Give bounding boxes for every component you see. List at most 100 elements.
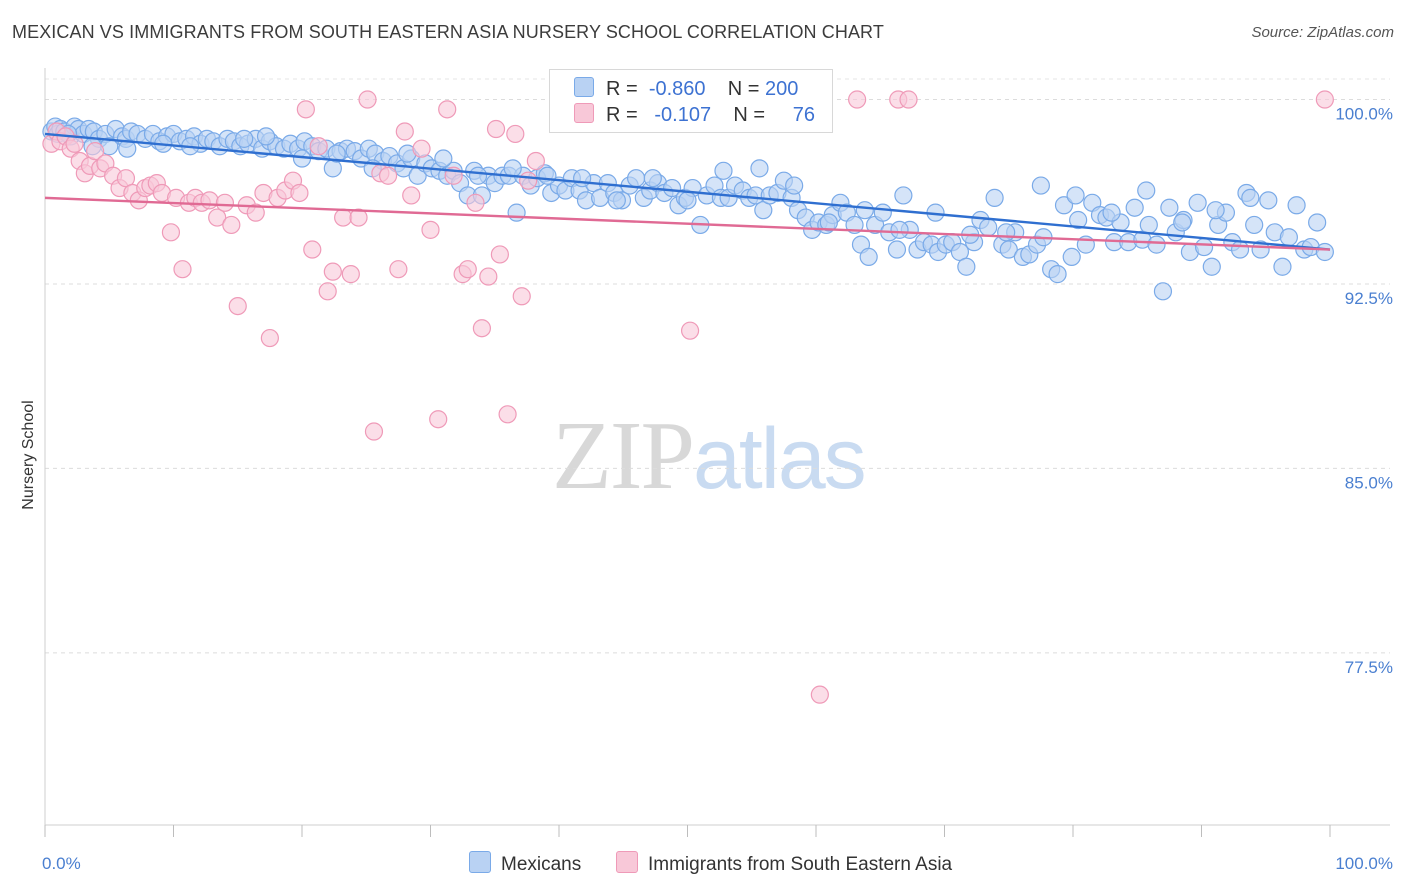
mexican-point (819, 213, 838, 232)
tick-labels: 77.5% 85.0% 92.5% 100.0% 0.0% 100.0% (42, 105, 1393, 873)
mexican-point (894, 186, 913, 205)
mexican-point (538, 166, 557, 185)
mexican-point (1206, 201, 1225, 220)
mexican-point (1147, 235, 1166, 254)
immigrant-point (389, 260, 408, 279)
mexican-point (1031, 176, 1050, 195)
mexican-point (1173, 213, 1192, 232)
mexican-point (1066, 186, 1085, 205)
immigrant-point (848, 90, 867, 109)
mexican-point (1259, 191, 1278, 210)
mexican-point (573, 169, 592, 188)
mexican-point (1251, 240, 1270, 259)
immigrant-point (519, 171, 538, 190)
stats-legend-immigrants: R = -0.107 N = 76 (574, 103, 815, 127)
immigrant-point (208, 208, 227, 227)
y-tick-label: 77.5% (1345, 658, 1393, 677)
n-value: 200 (765, 78, 799, 100)
mexican-point (1241, 188, 1260, 207)
immigrant-point (228, 296, 247, 316)
mexican-point (662, 178, 682, 198)
immigrants-swatch (574, 103, 594, 123)
legend-label-mexicans: Mexicans (501, 854, 582, 875)
watermark-zip: ZIP (552, 402, 695, 510)
mexican-point (859, 247, 878, 267)
mexican-point (1153, 282, 1173, 301)
mexican-point (235, 129, 254, 148)
mexican-point (785, 176, 804, 195)
mexican-point (750, 159, 769, 178)
mexican-point (1188, 193, 1207, 212)
legend-item-immigrants[interactable]: Immigrants from South Eastern Asia (616, 851, 952, 876)
mexican-point (256, 127, 276, 146)
axes (44, 68, 1390, 837)
mexican-point (1125, 198, 1144, 217)
mexican-point (979, 218, 998, 237)
mexican-point (507, 203, 526, 222)
mexican-point (1230, 240, 1250, 259)
immigrant-point (526, 151, 545, 171)
immigrant-point (161, 223, 181, 242)
mexican-point (1160, 198, 1179, 217)
immigrant-point (86, 142, 105, 161)
mexican-point (985, 188, 1004, 207)
immigrant-point (334, 208, 353, 227)
y-axis-label: Nursery School (20, 400, 37, 509)
immigrants-legend-swatch (616, 851, 638, 873)
immigrant-point (486, 119, 506, 139)
y-tick-label: 85.0% (1345, 473, 1393, 492)
immigrant-point (421, 220, 440, 239)
x-tick-label-start: 0.0% (42, 854, 81, 873)
stats-legend: R = -0.860 N = 200 R = -0.107 N = 76 (549, 69, 833, 133)
y-tick-label: 100.0% (1335, 105, 1393, 124)
mexican-point (887, 240, 907, 259)
n-value: 76 (792, 104, 816, 126)
y-tick-label: 92.5% (1345, 289, 1393, 308)
immigrant-point (323, 262, 342, 281)
mexican-point (678, 191, 697, 210)
mexican-point (1273, 257, 1292, 276)
mexicans-legend-swatch (469, 851, 491, 873)
mexican-point (1139, 215, 1158, 235)
immigrant-point (290, 183, 309, 203)
mexican-point (434, 149, 453, 168)
mexican-point (1245, 215, 1264, 235)
immigrant-point (364, 422, 384, 441)
legend-item-mexicans[interactable]: Mexicans (469, 851, 581, 876)
immigrant-point (173, 260, 192, 279)
mexican-point (1202, 257, 1221, 276)
legend-label-immigrants: Immigrants from South Eastern Asia (648, 854, 953, 875)
immigrant-point (349, 208, 368, 227)
immigrant-point (1315, 90, 1334, 109)
immigrant-point (309, 137, 328, 156)
immigrant-point (472, 319, 491, 338)
mexicans-trend-line (44, 132, 1331, 251)
immigrants-points (42, 90, 1334, 704)
mexican-point (327, 144, 346, 163)
mexican-point (1315, 242, 1334, 262)
watermark: ZIPatlas (552, 398, 867, 512)
immigrant-point (680, 321, 700, 340)
mexican-point (1308, 213, 1327, 232)
mexican-point (1062, 247, 1081, 267)
mexican-point (997, 223, 1016, 242)
immigrant-point (429, 410, 448, 429)
n-label: N = (727, 78, 760, 100)
mexican-point (1102, 203, 1121, 222)
immigrant-point (200, 191, 219, 210)
immigrant-point (303, 240, 322, 259)
immigrant-point (438, 100, 457, 119)
mexican-point (714, 161, 733, 180)
immigrant-point (378, 166, 398, 185)
mexican-point (1137, 181, 1156, 200)
mexican-point (873, 203, 892, 222)
chart-title: MEXICAN VS IMMIGRANTS FROM SOUTH EASTERN… (12, 22, 884, 42)
stats-legend-mexicans: R = -0.860 N = 200 (574, 77, 798, 101)
immigrant-point (358, 90, 377, 109)
immigrants-trend-line (44, 196, 1331, 251)
mexican-point (890, 220, 909, 239)
immigrant-point (341, 265, 360, 284)
immigrant-point (215, 193, 234, 212)
immigrant-point (512, 287, 531, 306)
immigrant-point (296, 100, 315, 119)
